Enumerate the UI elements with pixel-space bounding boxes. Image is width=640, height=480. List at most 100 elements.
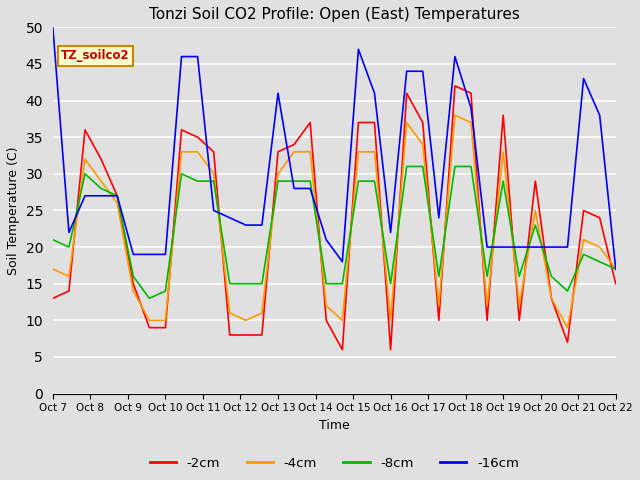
-16cm [49, 24, 57, 30]
-4cm [194, 149, 202, 155]
-4cm [210, 171, 218, 177]
-4cm [548, 296, 556, 301]
-4cm [564, 325, 572, 331]
-2cm [178, 127, 186, 133]
-2cm [129, 281, 137, 287]
-4cm [129, 288, 137, 294]
-16cm [548, 244, 556, 250]
-8cm [226, 281, 234, 287]
Line: -2cm: -2cm [53, 86, 616, 349]
-2cm [499, 112, 507, 118]
-2cm [387, 347, 394, 352]
-2cm [194, 134, 202, 140]
-2cm [97, 156, 105, 162]
Legend: -2cm, -4cm, -8cm, -16cm: -2cm, -4cm, -8cm, -16cm [145, 452, 524, 475]
-4cm [178, 149, 186, 155]
-16cm [371, 90, 378, 96]
-4cm [113, 200, 121, 206]
-16cm [194, 54, 202, 60]
-8cm [580, 252, 588, 257]
-8cm [178, 171, 186, 177]
-4cm [371, 149, 378, 155]
-16cm [435, 215, 443, 221]
-8cm [548, 274, 556, 279]
-2cm [145, 325, 153, 331]
-8cm [81, 171, 89, 177]
-2cm [355, 120, 362, 125]
Line: -8cm: -8cm [53, 167, 616, 299]
-2cm [612, 281, 620, 287]
-4cm [355, 149, 362, 155]
-2cm [161, 325, 169, 331]
-8cm [97, 186, 105, 192]
-16cm [129, 252, 137, 257]
-4cm [226, 310, 234, 316]
-8cm [531, 222, 539, 228]
-2cm [274, 149, 282, 155]
-16cm [258, 222, 266, 228]
Y-axis label: Soil Temperature (C): Soil Temperature (C) [7, 146, 20, 275]
-2cm [435, 317, 443, 323]
-2cm [65, 288, 73, 294]
-4cm [49, 266, 57, 272]
-4cm [580, 237, 588, 242]
-2cm [242, 332, 250, 338]
Title: Tonzi Soil CO2 Profile: Open (East) Temperatures: Tonzi Soil CO2 Profile: Open (East) Temp… [149, 7, 520, 22]
Line: -4cm: -4cm [53, 115, 616, 328]
-8cm [515, 274, 523, 279]
-16cm [596, 112, 604, 118]
-4cm [65, 274, 73, 279]
-16cm [515, 244, 523, 250]
-8cm [467, 164, 475, 169]
-8cm [564, 288, 572, 294]
-2cm [531, 178, 539, 184]
-16cm [145, 252, 153, 257]
-2cm [451, 83, 459, 89]
-8cm [499, 178, 507, 184]
-2cm [580, 207, 588, 213]
-4cm [483, 303, 491, 309]
-8cm [403, 164, 410, 169]
-4cm [387, 317, 394, 323]
Text: TZ_soilco2: TZ_soilco2 [61, 49, 130, 62]
-16cm [81, 193, 89, 199]
-16cm [161, 252, 169, 257]
-4cm [435, 303, 443, 309]
-16cm [355, 47, 362, 52]
-16cm [531, 244, 539, 250]
-2cm [210, 149, 218, 155]
-8cm [242, 281, 250, 287]
-8cm [194, 178, 202, 184]
-4cm [403, 120, 410, 125]
X-axis label: Time: Time [319, 419, 349, 432]
-8cm [355, 178, 362, 184]
-2cm [515, 317, 523, 323]
-16cm [580, 76, 588, 82]
-8cm [339, 281, 346, 287]
-8cm [210, 178, 218, 184]
-4cm [499, 149, 507, 155]
-8cm [274, 178, 282, 184]
-8cm [323, 281, 330, 287]
-4cm [467, 120, 475, 125]
-4cm [323, 303, 330, 309]
-2cm [291, 142, 298, 147]
Line: -16cm: -16cm [53, 27, 616, 269]
-2cm [596, 215, 604, 221]
-4cm [274, 171, 282, 177]
-16cm [564, 244, 572, 250]
-16cm [323, 237, 330, 242]
-16cm [65, 229, 73, 235]
-2cm [467, 90, 475, 96]
-8cm [129, 274, 137, 279]
-4cm [612, 266, 620, 272]
-4cm [596, 244, 604, 250]
-8cm [291, 178, 298, 184]
-8cm [419, 164, 427, 169]
-16cm [113, 193, 121, 199]
-8cm [483, 274, 491, 279]
-2cm [49, 296, 57, 301]
-4cm [258, 310, 266, 316]
-16cm [226, 215, 234, 221]
-4cm [242, 317, 250, 323]
